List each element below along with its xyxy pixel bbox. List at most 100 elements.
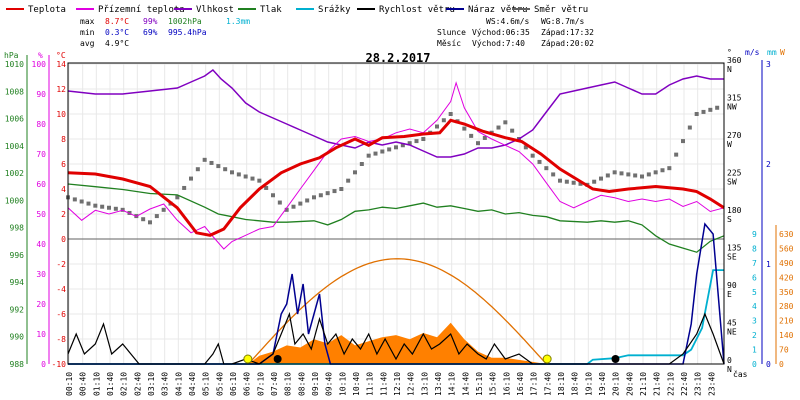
c-tick-label: 10: [56, 110, 66, 119]
x-tick-label: 05:10: [202, 372, 211, 396]
x-tick-label: 01:10: [92, 372, 101, 396]
pct-tick-label: 70: [36, 150, 46, 159]
legend-label: Rychlost větru: [379, 5, 455, 15]
wind-dir-mark: [667, 166, 672, 171]
wind-dir-mark: [271, 193, 275, 198]
wind-dir-mark: [578, 181, 583, 186]
hpa-tick-label: 1004: [5, 142, 24, 151]
deg-tick-label: 180: [727, 206, 742, 215]
legend-label: Vlhkost: [196, 5, 234, 15]
x-tick-label: 21:40: [653, 372, 662, 396]
wind-dir-mark: [708, 107, 713, 112]
deg-tick-label: 315: [727, 94, 742, 103]
plot-frame: [67, 62, 725, 365]
wind-dir-mark: [264, 185, 269, 190]
wind-dir-mark: [175, 195, 180, 200]
wind-dir-mark: [633, 173, 638, 178]
x-tick-label: 22:10: [666, 372, 675, 396]
stat-avg-temp: 4.9°C: [105, 39, 129, 48]
x-tick-label: 21:10: [639, 372, 648, 396]
pct-tick-label: 20: [36, 300, 46, 309]
deg-dir-label: NW: [727, 103, 737, 112]
hpa-tick-label: 1000: [5, 196, 24, 205]
x-tick-label: 00:40: [79, 372, 88, 396]
axis-pct-unit: %: [38, 51, 43, 60]
deg-dir-label: SW: [727, 178, 737, 187]
wind-dir-mark: [325, 191, 330, 196]
wind-dir-mark: [141, 217, 146, 222]
wind-dir-mark: [496, 125, 501, 130]
x-tick-label: 10:40: [352, 372, 361, 396]
wind-dir-mark: [448, 112, 453, 116]
wind-dir-mark: [558, 178, 562, 183]
wind-dir-mark: [537, 159, 542, 164]
plot-area: [66, 63, 725, 365]
wind-dir-mark: [640, 174, 644, 179]
deg-tick-label: 270: [727, 131, 742, 140]
w-tick-label: 630: [779, 230, 794, 239]
wind-dir-mark: [421, 137, 426, 141]
w-tick-label: 140: [779, 331, 794, 340]
series-pressure: [67, 183, 725, 253]
info-wg: WG:8.7m/s: [541, 17, 585, 26]
wind-dir-mark: [366, 153, 371, 158]
wind-dir-mark: [257, 178, 262, 183]
x-tick-label: 12:40: [407, 372, 416, 396]
pct-tick-label: 0: [41, 360, 46, 369]
mm-tick-label: 1: [752, 346, 757, 355]
stat-max-label: max: [80, 17, 95, 26]
stats-panel: max 8.7°C 99% 1002hPa 1.3mm min 0.3°C 69…: [80, 17, 250, 48]
wind-dir-mark: [216, 164, 221, 169]
x-tick-label: 22:40: [680, 372, 689, 396]
x-tick-label: 12:10: [393, 372, 402, 396]
w-tick-label: 420: [779, 273, 794, 282]
x-tick-label: 08:40: [297, 372, 306, 396]
c-tick-label: -4: [56, 285, 66, 294]
wind-dir-mark: [161, 207, 166, 212]
legend-label: Tlak: [260, 5, 282, 15]
x-tick-label: 15:40: [489, 372, 498, 396]
deg-tick-label: 90: [727, 281, 737, 290]
axis-ms-unit: m/s: [745, 48, 760, 57]
wind-dir-mark: [462, 126, 467, 131]
info-moon-label: Měsíc: [437, 39, 461, 48]
sunrise-marker: [243, 354, 253, 364]
w-tick-label: 70: [779, 346, 789, 355]
wind-dir-mark: [660, 168, 665, 173]
hpa-tick-label: 1006: [5, 115, 24, 124]
wind-dir-mark: [626, 172, 631, 177]
hpa-tick-label: 988: [10, 360, 25, 369]
wind-dir-mark: [599, 176, 603, 181]
wind-dir-mark: [113, 206, 118, 211]
axis-c-unit: °C: [56, 51, 66, 60]
mm-tick-label: 5: [752, 288, 757, 297]
hpa-tick-label: 990: [10, 333, 25, 342]
wind-dir-mark: [612, 170, 617, 175]
x-tick-label: 17:40: [543, 372, 552, 396]
sunset-marker: [542, 354, 552, 364]
info-moon-rise: Východ:7:40: [472, 39, 525, 48]
wind-dir-mark: [544, 166, 549, 171]
wind-dir-mark: [482, 135, 487, 140]
x-tick-label: 17:10: [530, 372, 539, 396]
x-tick-label: 23:40: [707, 372, 716, 396]
wind-dir-mark: [346, 178, 351, 183]
x-tick-label: 02:10: [120, 372, 129, 396]
mm-tick-label: 0: [752, 360, 757, 369]
ms-tick-label: 2: [766, 160, 771, 169]
c-tick-label: 6: [61, 160, 66, 169]
pct-tick-label: 40: [36, 240, 46, 249]
pct-tick-label: 100: [32, 60, 47, 69]
series-ground-temp: [67, 81, 725, 250]
w-tick-label: 560: [779, 244, 794, 253]
axis-deg-unit: °: [727, 48, 732, 57]
wind-dir-mark: [148, 220, 152, 225]
legend-label: Srážky: [318, 5, 351, 15]
x-tick-label: 08:10: [284, 372, 293, 396]
wind-dir-mark: [243, 174, 248, 179]
wind-dir-mark: [339, 187, 344, 191]
wind-dir-mark: [277, 200, 282, 205]
wind-dir-mark: [551, 172, 556, 177]
wind-dir-mark: [441, 118, 446, 123]
